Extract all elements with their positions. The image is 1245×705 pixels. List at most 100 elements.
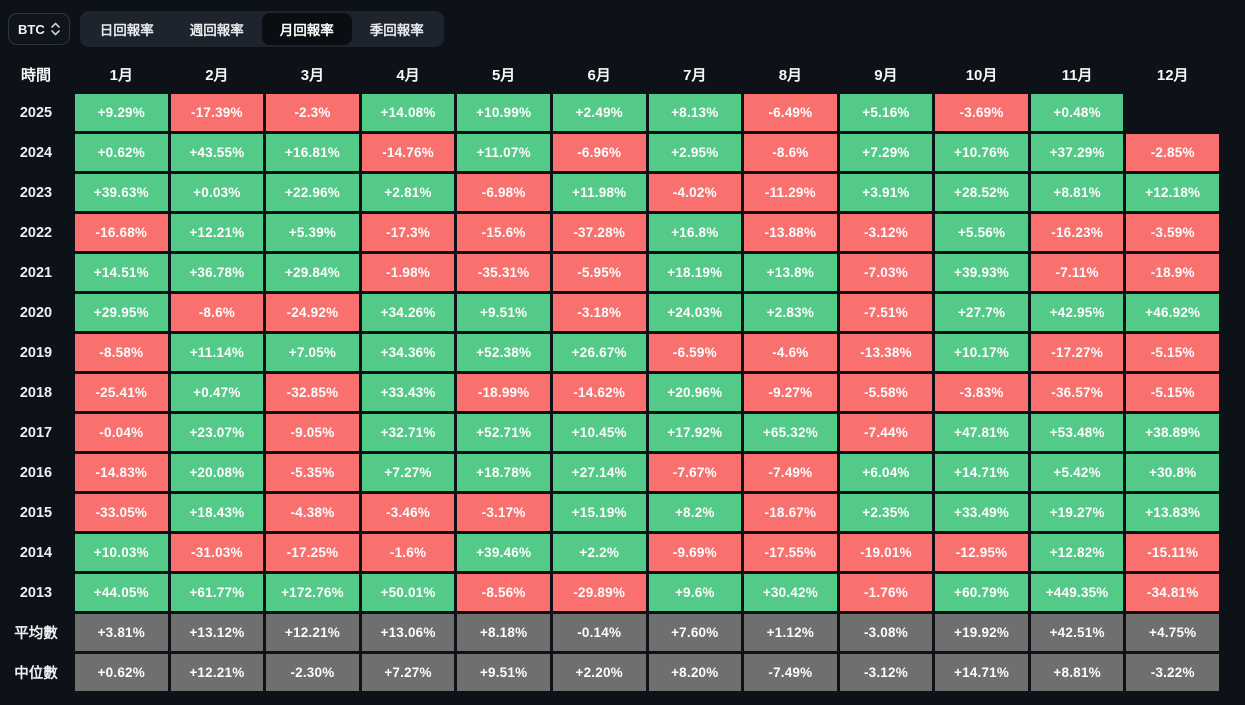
symbol-select[interactable]: BTC xyxy=(8,13,70,45)
return-cell: -7.49% xyxy=(744,654,837,691)
return-cell: -6.98% xyxy=(457,174,550,211)
return-cell: +0.47% xyxy=(170,374,264,411)
year-row-label: 2015 xyxy=(19,504,53,521)
return-cell: -3.08% xyxy=(839,614,933,651)
return-cell: -3.18% xyxy=(552,294,646,331)
return-cell: +5.39% xyxy=(266,214,359,251)
month-header: 10月 xyxy=(965,66,998,84)
return-cell: -7.49% xyxy=(744,454,837,491)
return-cell: -3.22% xyxy=(1126,654,1219,691)
year-row-label: 2018 xyxy=(19,384,53,401)
return-cell: -8.58% xyxy=(75,334,168,371)
return-cell: -3.12% xyxy=(839,654,933,691)
return-cell: -2.85% xyxy=(1126,134,1219,171)
return-cell: -5.95% xyxy=(552,254,646,291)
year-row-label: 2017 xyxy=(19,424,53,441)
return-cell: -6.49% xyxy=(744,94,837,131)
return-cell: -3.59% xyxy=(1126,214,1219,251)
return-cell: +29.95% xyxy=(75,294,168,331)
return-cell: +52.71% xyxy=(457,414,550,451)
return-cell: -7.44% xyxy=(839,414,933,451)
year-row-label: 2019 xyxy=(19,344,53,361)
return-cell: -4.6% xyxy=(744,334,837,371)
return-cell: +16.81% xyxy=(266,134,359,171)
return-cell: -0.04% xyxy=(75,414,168,451)
return-cell: +13.83% xyxy=(1126,494,1219,531)
return-cell: -17.39% xyxy=(170,94,264,131)
return-cell: +7.27% xyxy=(361,654,455,691)
return-cell: +11.14% xyxy=(170,334,264,371)
year-row-label: 2014 xyxy=(19,544,53,561)
return-cell: +27.14% xyxy=(552,454,646,491)
return-cell: -8.6% xyxy=(744,134,837,171)
return-cell: +2.95% xyxy=(648,134,742,171)
return-cell: +10.76% xyxy=(935,134,1028,171)
return-cell: +2.20% xyxy=(552,654,646,691)
month-header: 2月 xyxy=(205,66,229,84)
return-cell: -15.11% xyxy=(1126,534,1219,571)
return-cell: -5.15% xyxy=(1126,334,1219,371)
return-cell: -34.81% xyxy=(1126,574,1219,611)
year-row-label: 2024 xyxy=(19,144,53,161)
return-cell: +53.48% xyxy=(1030,414,1124,451)
return-cell: -7.03% xyxy=(839,254,933,291)
return-cell: +22.96% xyxy=(266,174,359,211)
return-cell: +52.38% xyxy=(457,334,550,371)
return-cell: +6.04% xyxy=(839,454,933,491)
return-cell: +47.81% xyxy=(935,414,1028,451)
return-cell: -12.95% xyxy=(935,534,1028,571)
return-cell: +18.19% xyxy=(648,254,742,291)
return-cell: +10.99% xyxy=(457,94,550,131)
return-cell: -6.59% xyxy=(648,334,742,371)
return-cell: +5.42% xyxy=(1030,454,1124,491)
return-cell: +13.12% xyxy=(170,614,264,651)
return-cell: +50.01% xyxy=(361,574,455,611)
toolbar: BTC 日回報率 週回報率 月回報率 季回報率 xyxy=(0,0,1245,54)
return-cell: -8.6% xyxy=(170,294,264,331)
tab-weekly-returns[interactable]: 週回報率 xyxy=(189,23,244,38)
return-cell: +18.43% xyxy=(170,494,264,531)
return-cell: +12.82% xyxy=(1030,534,1124,571)
return-cell: +38.89% xyxy=(1126,414,1219,451)
return-cell: +8.18% xyxy=(457,614,550,651)
return-cell: +42.51% xyxy=(1030,614,1124,651)
return-cell: -3.17% xyxy=(457,494,550,531)
return-cell: -3.83% xyxy=(935,374,1028,411)
tab-daily-returns[interactable]: 日回報率 xyxy=(99,23,154,38)
return-cell: -3.46% xyxy=(361,494,455,531)
time-header: 時間 xyxy=(20,66,51,84)
return-cell: +449.35% xyxy=(1030,574,1124,611)
year-row-label: 2020 xyxy=(19,304,53,321)
return-cell: +14.71% xyxy=(935,654,1028,691)
tab-quarterly-returns[interactable]: 季回報率 xyxy=(369,23,424,38)
month-header: 12月 xyxy=(1156,66,1189,84)
return-cell: +10.45% xyxy=(552,414,646,451)
return-cell: +39.46% xyxy=(457,534,550,571)
return-cell: -25.41% xyxy=(75,374,168,411)
return-cell: -9.27% xyxy=(744,374,837,411)
year-row-label: 2022 xyxy=(19,224,53,241)
return-cell: +34.36% xyxy=(361,334,455,371)
symbol-select-value: BTC xyxy=(18,21,45,37)
return-cell: +65.32% xyxy=(744,414,837,451)
return-cell: +12.21% xyxy=(170,654,264,691)
return-cell: +15.19% xyxy=(552,494,646,531)
return-cell: -5.15% xyxy=(1126,374,1219,411)
return-cell: -7.51% xyxy=(839,294,933,331)
return-cell: -5.35% xyxy=(266,454,359,491)
return-cell: +2.83% xyxy=(744,294,837,331)
return-cell: +33.49% xyxy=(935,494,1028,531)
return-cell: -7.67% xyxy=(648,454,742,491)
return-cell: -0.14% xyxy=(552,614,646,651)
return-cell: +29.84% xyxy=(266,254,359,291)
return-cell: +10.03% xyxy=(75,534,168,571)
return-cell: +8.2% xyxy=(648,494,742,531)
return-cell: +2.81% xyxy=(361,174,455,211)
return-cell: -33.05% xyxy=(75,494,168,531)
return-cell: +39.93% xyxy=(935,254,1028,291)
year-row-label: 2021 xyxy=(19,264,53,281)
return-cell: +2.35% xyxy=(839,494,933,531)
tab-monthly-returns[interactable]: 月回報率 xyxy=(261,13,352,45)
return-cell: +37.29% xyxy=(1030,134,1124,171)
return-cell: +10.17% xyxy=(935,334,1028,371)
